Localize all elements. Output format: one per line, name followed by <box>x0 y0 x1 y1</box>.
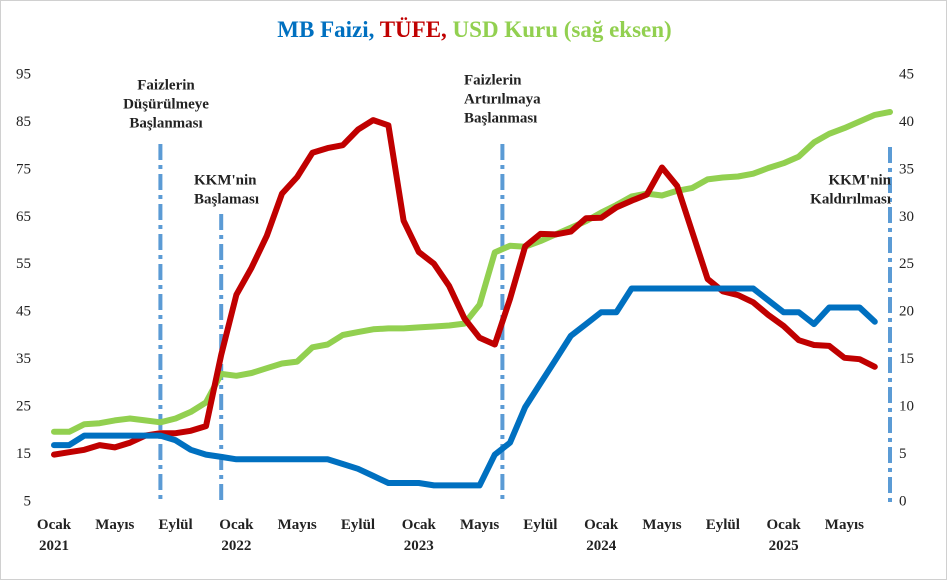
x-tick-label: Mayıs <box>460 517 500 533</box>
y-tick-label: 5 <box>24 493 32 509</box>
x-tick-label: Ocak 2022 <box>219 517 254 554</box>
y2-tick-label: 20 <box>899 304 914 320</box>
x-tick-label: Ocak 2023 <box>401 517 436 554</box>
x-tick-label: Ocak 2021 <box>36 517 72 554</box>
y2-tick-label: 10 <box>899 399 914 415</box>
x-tick-label: Ocak 2024 <box>584 517 619 554</box>
y-tick-label: 45 <box>16 304 31 320</box>
annotation-text: Başlanması <box>464 110 537 126</box>
annotation-text: Faizlerin <box>137 77 195 93</box>
x-tick-label: Mayıs <box>277 517 317 533</box>
title-separator: , <box>368 17 375 42</box>
annotation-text: Başlaması <box>194 191 259 207</box>
y-tick-label: 65 <box>16 209 31 225</box>
annotation-text: Düşürülmeye <box>123 96 209 112</box>
y-tick-label: 75 <box>16 161 31 177</box>
title-part: USD Kuru (sağ eksen) <box>452 17 672 42</box>
y2-tick-label: 5 <box>899 446 907 462</box>
series-line <box>51 117 878 458</box>
y2-tick-label: 40 <box>899 114 914 130</box>
x-tick-label: Ocak 2025 <box>766 517 801 554</box>
annotation-text: Kaldırılması <box>810 191 891 207</box>
chart-title: MB Faizi, TÜFE, USD Kuru (sağ eksen) <box>1 17 946 43</box>
y-tick-label: 25 <box>16 399 31 415</box>
series-line <box>51 109 893 435</box>
x-tick-label: Mayıs <box>824 517 864 533</box>
annotation-text: Artırılmaya <box>464 91 541 107</box>
x-tick-label: Mayıs <box>642 517 682 533</box>
y-tick-label: 35 <box>16 351 31 367</box>
title-part: TÜFE <box>379 17 442 42</box>
y2-tick-label: 0 <box>899 493 907 509</box>
title-part: MB Faizi <box>277 17 369 42</box>
x-tick-label: Eylül <box>340 517 376 533</box>
annotation-text: Faizlerin <box>464 72 522 88</box>
y-tick-label: 55 <box>16 256 31 272</box>
y2-tick-label: 15 <box>899 351 914 367</box>
y2-tick-label: 45 <box>899 66 914 82</box>
annotation-text: Başlanması <box>129 115 202 131</box>
x-tick-label: Eylül <box>705 517 740 533</box>
y2-tick-label: 25 <box>899 256 914 272</box>
annotation-text: KKM'nin <box>194 172 257 188</box>
x-tick-label: Eylül <box>158 517 193 533</box>
x-tick-label: Mayıs <box>95 517 135 533</box>
x-tick-label: Eylül <box>523 517 558 533</box>
y-tick-label: 15 <box>16 446 31 462</box>
y-tick-label: 85 <box>16 114 31 130</box>
title-separator: , <box>441 17 447 42</box>
y-tick-label: 95 <box>16 66 31 82</box>
y2-tick-label: 35 <box>899 161 914 177</box>
series-line <box>51 285 878 489</box>
y2-tick-label: 30 <box>899 209 914 225</box>
annotation-text: KKM'nin <box>828 172 891 188</box>
